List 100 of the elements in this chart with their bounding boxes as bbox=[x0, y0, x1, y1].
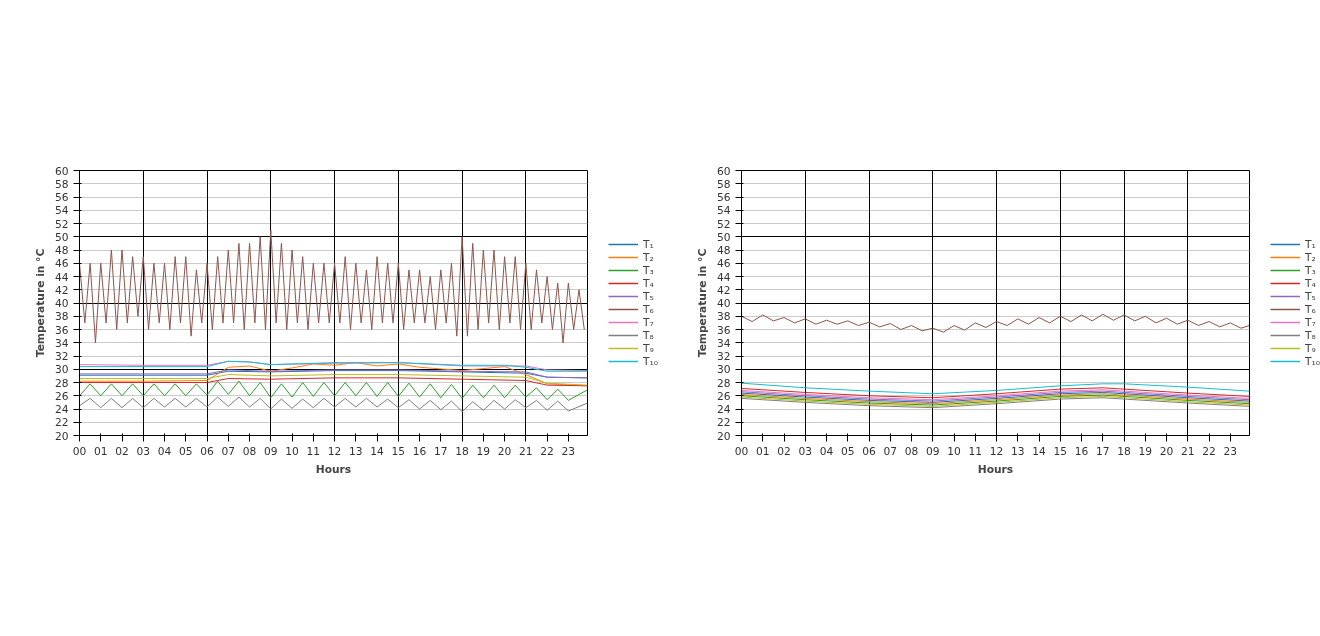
x-tick-label: 18 bbox=[455, 444, 470, 458]
y-tick-label: 48 bbox=[716, 244, 731, 257]
x-tick-label: 00 bbox=[734, 444, 749, 458]
x-tick-label: 06 bbox=[200, 444, 215, 458]
x-tick-label: 00 bbox=[72, 444, 87, 458]
x-tick-label: 07 bbox=[883, 444, 898, 458]
legend-label: T₃ bbox=[643, 263, 655, 277]
y-tick-label: 54 bbox=[716, 204, 731, 218]
y-tick-label: 34 bbox=[716, 336, 731, 350]
x-tick-label: 16 bbox=[412, 444, 427, 458]
x-tick-label: 11 bbox=[968, 444, 983, 458]
legend-label: T₉ bbox=[643, 341, 655, 355]
legend-label: T₄ bbox=[643, 276, 655, 290]
x-tick-label: 13 bbox=[349, 444, 363, 458]
x-tick-label: 01 bbox=[93, 444, 108, 458]
legend-label: T₁₀ bbox=[1305, 354, 1320, 368]
y-tick-label: 46 bbox=[716, 257, 731, 271]
legend-label: T₁ bbox=[1305, 237, 1317, 251]
line-series bbox=[79, 229, 585, 344]
y-tick-label: 44 bbox=[54, 270, 69, 284]
x-axis-title: Hours bbox=[977, 462, 1014, 476]
y-tick-label: 28 bbox=[716, 376, 731, 390]
legend-label: T₈ bbox=[643, 328, 655, 342]
y-tick-label: 52 bbox=[54, 217, 69, 231]
y-tick-label: 48 bbox=[54, 244, 69, 257]
y-tick-label: 56 bbox=[716, 191, 731, 204]
y-tick-label: 38 bbox=[716, 310, 731, 324]
y-tick-label: 40 bbox=[54, 297, 69, 310]
x-tick-label: 19 bbox=[476, 444, 491, 458]
line-series bbox=[79, 360, 588, 372]
y-tick-label: 50 bbox=[716, 230, 731, 244]
y-axis-title: Temperature in °C bbox=[33, 248, 47, 358]
y-tick-label: 40 bbox=[716, 297, 731, 310]
x-tick-label: 08 bbox=[242, 444, 257, 458]
x-tick-label: 02 bbox=[777, 444, 791, 458]
x-tick-label: 19 bbox=[1138, 444, 1153, 458]
x-tick-label: 23 bbox=[561, 444, 576, 458]
x-tick-label: 06 bbox=[862, 444, 877, 458]
legend-label: T₁₀ bbox=[643, 354, 660, 368]
y-tick-label: 44 bbox=[716, 270, 731, 284]
legend-label: T₅ bbox=[1305, 289, 1317, 303]
y-tick-label: 58 bbox=[54, 177, 69, 191]
x-tick-label: 14 bbox=[1032, 444, 1047, 458]
y-tick-label: 20 bbox=[54, 429, 69, 443]
y-tick-label: 36 bbox=[716, 323, 731, 337]
x-tick-label: 09 bbox=[264, 444, 278, 458]
x-tick-label: 20 bbox=[497, 444, 512, 458]
y-tick-label: 46 bbox=[54, 257, 69, 271]
x-tick-label: 08 bbox=[904, 444, 919, 458]
x-tick-label: 22 bbox=[540, 444, 554, 458]
line-series bbox=[79, 396, 588, 413]
y-tick-label: 54 bbox=[54, 204, 69, 218]
legend-label: T₆ bbox=[1305, 302, 1317, 316]
y-tick-label: 52 bbox=[716, 217, 731, 231]
x-tick-label: 13 bbox=[1011, 444, 1025, 458]
y-tick-label: 20 bbox=[716, 429, 731, 443]
x-tick-label: 17 bbox=[434, 444, 448, 458]
legend-label: T₇ bbox=[643, 315, 655, 329]
y-tick-label: 22 bbox=[54, 416, 69, 430]
y-tick-label: 36 bbox=[54, 323, 69, 337]
x-tick-label: 21 bbox=[1181, 444, 1195, 458]
legend-label: T₅ bbox=[643, 289, 655, 303]
y-tick-label: 26 bbox=[54, 389, 69, 403]
legend-label: T₃ bbox=[1305, 263, 1317, 277]
legend-label: T₈ bbox=[1305, 328, 1317, 342]
x-tick-label: 07 bbox=[221, 444, 236, 458]
x-tick-label: 21 bbox=[519, 444, 533, 458]
y-tick-label: 60 bbox=[54, 164, 69, 178]
x-axis-title: Hours bbox=[315, 462, 352, 476]
x-tick-label: 04 bbox=[157, 444, 172, 458]
legend-label: T₇ bbox=[1305, 315, 1317, 329]
y-tick-label: 28 bbox=[54, 376, 69, 390]
x-tick-label: 05 bbox=[841, 444, 855, 458]
x-tick-label: 12 bbox=[989, 444, 1004, 458]
x-tick-label: 01 bbox=[755, 444, 770, 458]
y-tick-label: 24 bbox=[716, 403, 731, 416]
x-tick-label: 09 bbox=[926, 444, 940, 458]
x-tick-label: 05 bbox=[179, 444, 193, 458]
x-tick-label: 15 bbox=[391, 444, 406, 458]
y-tick-label: 56 bbox=[54, 191, 69, 204]
y-tick-label: 32 bbox=[54, 350, 69, 363]
line-series bbox=[741, 382, 1250, 395]
x-tick-label: 11 bbox=[306, 444, 321, 458]
x-tick-label: 10 bbox=[285, 444, 300, 458]
legend-label: T₆ bbox=[643, 302, 655, 316]
legend-label: T₂ bbox=[643, 250, 655, 264]
y-tick-label: 38 bbox=[54, 310, 69, 324]
y-tick-label: 30 bbox=[716, 363, 731, 377]
x-tick-label: 22 bbox=[1202, 444, 1216, 458]
x-tick-label: 04 bbox=[819, 444, 834, 458]
x-tick-label: 03 bbox=[136, 444, 151, 458]
y-tick-label: 26 bbox=[716, 389, 731, 403]
y-tick-label: 22 bbox=[716, 416, 731, 430]
y-tick-label: 42 bbox=[54, 283, 69, 297]
line-series bbox=[79, 380, 588, 401]
legend-label: T₉ bbox=[1305, 341, 1317, 355]
y-tick-label: 24 bbox=[54, 403, 69, 416]
legend-label: T₂ bbox=[1305, 250, 1317, 264]
y-tick-label: 60 bbox=[716, 164, 731, 178]
x-tick-label: 17 bbox=[1096, 444, 1110, 458]
